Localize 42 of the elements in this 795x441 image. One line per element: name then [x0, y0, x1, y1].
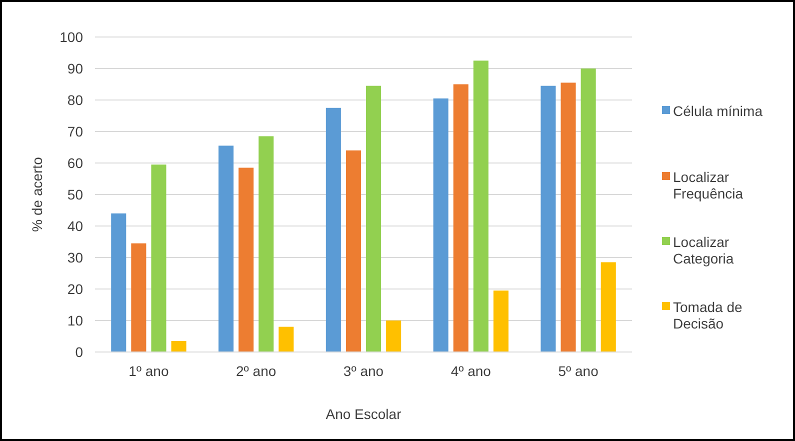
- x-tick-label: 3º ano: [343, 363, 384, 379]
- x-tick-label: 4º ano: [450, 363, 492, 379]
- legend-label: Localizar Categoria: [673, 234, 734, 267]
- bar: [386, 320, 402, 352]
- bar: [218, 146, 234, 352]
- y-tick-label: 0: [75, 344, 84, 360]
- legend-label: Localizar Frequência: [673, 168, 744, 202]
- bar: [540, 86, 556, 352]
- y-tick-label: 10: [67, 312, 84, 328]
- y-tick-label: 50: [67, 186, 84, 202]
- bar: [151, 164, 166, 352]
- bar: [453, 84, 468, 352]
- y-tick-label: 100: [60, 28, 84, 45]
- legend-label: Célula mínima: [673, 102, 763, 119]
- y-axis-title: % de acerto: [29, 156, 45, 232]
- x-axis-title: Ano Escolar: [326, 406, 402, 422]
- bar: [473, 60, 488, 352]
- y-tick-label: 80: [67, 92, 84, 108]
- bar: [600, 262, 616, 352]
- bar: [560, 82, 576, 352]
- bar: [326, 108, 341, 352]
- y-tick-label: 70: [67, 123, 84, 140]
- bar: [171, 340, 186, 352]
- bar: [493, 290, 508, 352]
- y-tick-label: 30: [67, 249, 84, 266]
- bar: [131, 243, 146, 352]
- legend-label: Tomada de Decisão: [673, 298, 742, 332]
- x-tick-label: 2º ano: [236, 363, 276, 379]
- y-tick-label: 60: [67, 154, 84, 171]
- bar: [278, 326, 294, 352]
- y-tick-label: 20: [67, 280, 84, 297]
- bar: [366, 86, 382, 352]
- x-tick-label: 1º ano: [128, 363, 169, 379]
- bar: [346, 150, 361, 352]
- bar: [111, 213, 126, 352]
- bar: [238, 168, 254, 352]
- y-tick-label: 90: [67, 60, 84, 76]
- bar: [433, 98, 448, 352]
- y-tick-label: 40: [67, 218, 84, 234]
- x-tick-label: 5º ano: [558, 363, 599, 379]
- bar: [580, 68, 596, 352]
- bar: [258, 136, 274, 352]
